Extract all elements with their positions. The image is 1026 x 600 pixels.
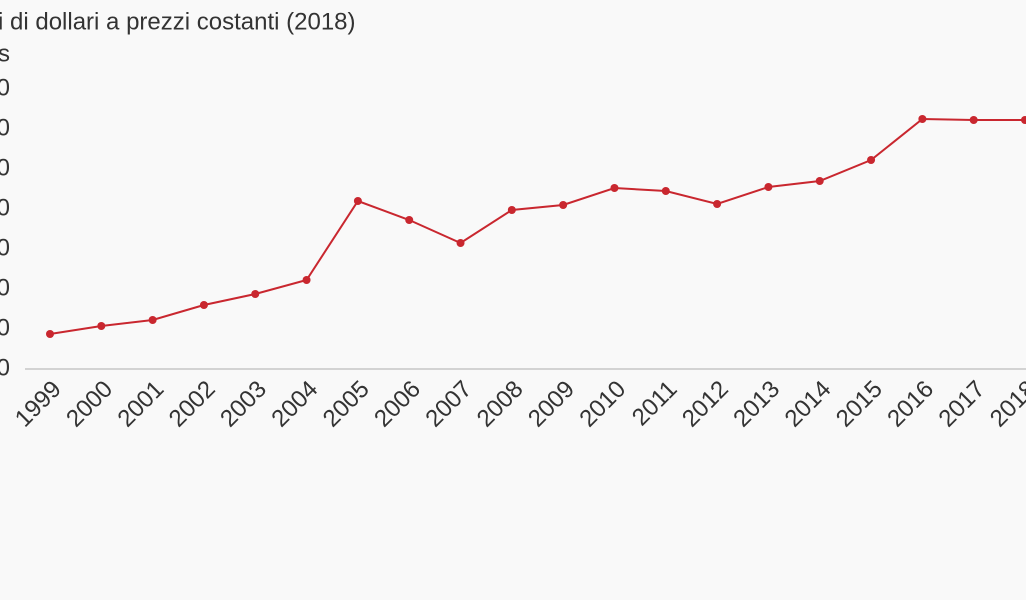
- data-point: [251, 290, 260, 298]
- y-tick-label: 0: [0, 234, 10, 261]
- data-point: [148, 316, 157, 324]
- x-tick-label: 2001: [113, 376, 170, 433]
- y-tick-label: 0: [0, 354, 10, 381]
- data-point: [867, 156, 876, 164]
- y-tick-label: 0: [0, 114, 10, 141]
- x-tick-label: 2009: [523, 376, 580, 433]
- x-tick-label: 2015: [831, 376, 888, 433]
- data-line: [49, 117, 1025, 335]
- x-tick-label: 2008: [472, 376, 529, 433]
- x-tick-label: 2007: [420, 376, 477, 433]
- data-point: [507, 206, 516, 214]
- data-point: [46, 330, 54, 338]
- data-point: [559, 201, 568, 209]
- y-tick-label: 0: [0, 274, 10, 301]
- data-point: [353, 197, 362, 205]
- data-point: [97, 322, 106, 330]
- data-point: [969, 116, 978, 124]
- x-tick-label: 2011: [627, 376, 683, 432]
- data-point: [610, 184, 619, 192]
- x-tick-label: 2018: [985, 376, 1026, 433]
- chart-subtitle: s: [0, 40, 10, 67]
- x-tick-label: 2016: [882, 376, 939, 433]
- x-tick-label: 2013: [728, 376, 785, 433]
- data-point: [405, 216, 414, 224]
- data-point: [456, 239, 465, 247]
- y-tick-label: 0: [0, 194, 10, 221]
- data-point: [1021, 116, 1026, 124]
- data-point: [661, 187, 670, 195]
- x-tick-label: 2014: [780, 376, 837, 433]
- x-tick-label: 1999: [10, 376, 67, 433]
- y-tick-label: 0: [0, 314, 10, 341]
- x-tick-label: 2010: [574, 376, 631, 433]
- x-tick-label: 2000: [61, 376, 118, 433]
- data-point: [815, 177, 824, 185]
- x-tick-label: 2017: [934, 376, 991, 433]
- chart-title: i di dollari a prezzi costanti (2018): [0, 8, 356, 35]
- y-tick-label: 0: [0, 154, 10, 181]
- data-point: [302, 276, 311, 284]
- data-point: [764, 183, 773, 191]
- data-point: [918, 115, 927, 123]
- data-point: [199, 301, 208, 309]
- x-tick-label: 2006: [369, 376, 426, 433]
- data-point: [713, 200, 722, 208]
- x-tick-label: 2002: [164, 376, 221, 433]
- y-tick-label: 0: [0, 74, 10, 101]
- x-tick-label: 2004: [266, 376, 323, 433]
- x-tick-label: 2012: [677, 376, 734, 433]
- x-tick-label: 2005: [318, 376, 375, 433]
- x-tick-label: 2003: [215, 376, 272, 433]
